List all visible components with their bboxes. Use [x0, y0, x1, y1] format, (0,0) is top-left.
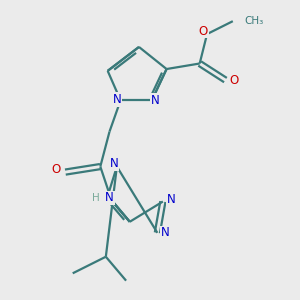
Text: N: N [110, 157, 118, 170]
Text: N: N [161, 226, 170, 239]
Text: O: O [199, 25, 208, 38]
Text: O: O [52, 163, 61, 176]
Text: O: O [229, 74, 238, 87]
Text: N: N [105, 191, 114, 204]
Text: H: H [92, 193, 100, 203]
Text: CH₃: CH₃ [244, 16, 264, 26]
Text: N: N [150, 94, 159, 107]
Text: N: N [112, 93, 121, 106]
Text: N: N [167, 193, 176, 206]
